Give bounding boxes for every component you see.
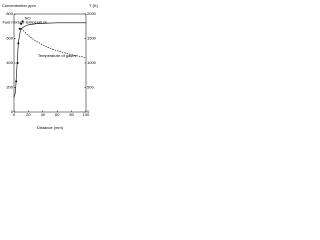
y-tick-label: 600	[6, 36, 13, 41]
y2-tick-label: 500	[87, 85, 94, 90]
chart: Concentration ppm T (K) Distance (mm) 0 2…	[2, 3, 99, 130]
data-point	[17, 42, 20, 45]
x-tick-label: 80	[69, 112, 74, 117]
data-point	[18, 27, 21, 30]
data-point	[21, 20, 24, 23]
y2-axis-label: T (K)	[89, 3, 98, 8]
y2-tick-label: 2000	[87, 11, 97, 16]
series-label: Fuel mixture temperature	[2, 19, 47, 24]
data-point	[16, 62, 19, 64]
x-tick-label: 60	[55, 112, 60, 117]
x-axis-label: Distance (mm)	[37, 125, 64, 130]
series-label: NO	[25, 15, 31, 20]
x-tick-label: 40	[41, 112, 46, 117]
series-label: Temperature of gases	[38, 53, 77, 58]
y-tick-label: 0	[11, 109, 14, 114]
x-tick-label: 0	[13, 112, 16, 117]
x-tick-label: 100	[83, 112, 90, 117]
series-line	[20, 28, 87, 58]
x-tick-label: 20	[26, 112, 31, 117]
y2-tick-label: 0	[87, 109, 90, 114]
plot-frame	[13, 13, 87, 113]
y-tick-label: 200	[6, 85, 13, 90]
y2-tick-label: 1500	[87, 36, 97, 41]
series-line	[13, 22, 86, 98]
y-axis-label: Concentration ppm	[2, 3, 36, 8]
y-tick-label: 800	[6, 11, 13, 16]
data-point	[15, 80, 18, 83]
y-tick-label: 400	[6, 60, 13, 65]
data-point	[20, 22, 23, 25]
y2-tick-label: 1000	[87, 60, 97, 65]
page: Concentration ppm T (K) Distance (mm) 0 2…	[2, 3, 99, 131]
